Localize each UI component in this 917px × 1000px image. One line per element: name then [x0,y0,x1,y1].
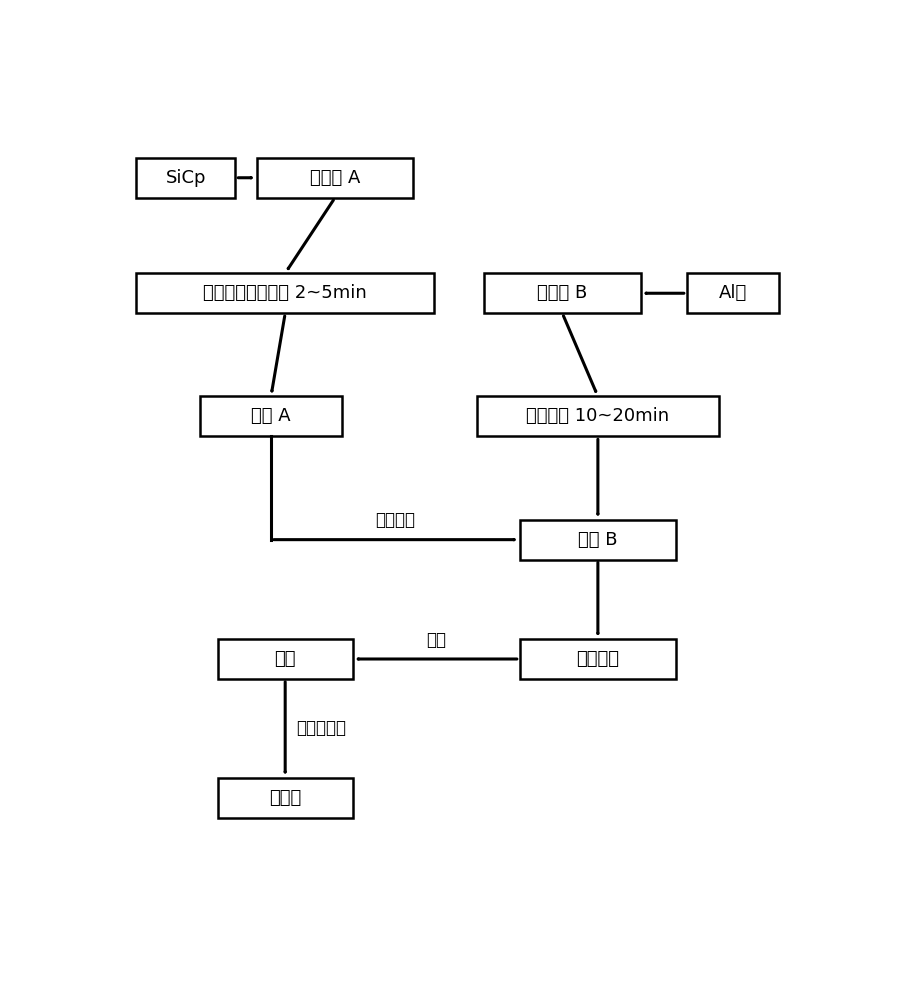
FancyBboxPatch shape [136,158,236,198]
FancyBboxPatch shape [484,273,640,313]
FancyBboxPatch shape [257,158,414,198]
FancyBboxPatch shape [520,639,676,679]
Text: 浆料 A: 浆料 A [251,407,291,425]
Text: 坯体: 坯体 [274,650,296,668]
Text: 复合浆料: 复合浆料 [577,650,619,668]
FancyBboxPatch shape [217,639,353,679]
FancyBboxPatch shape [200,396,342,436]
Text: 超声配合机械搅拌 2~5min: 超声配合机械搅拌 2~5min [204,284,367,302]
Text: 多次加入: 多次加入 [375,511,415,529]
Text: 预混液 A: 预混液 A [310,169,360,187]
Text: 干燥、脱脂: 干燥、脱脂 [296,719,346,737]
Text: 凝胶: 凝胶 [426,631,447,649]
Text: 机械搅拌 10~20min: 机械搅拌 10~20min [526,407,669,425]
FancyBboxPatch shape [136,273,435,313]
Text: SiCp: SiCp [165,169,206,187]
Text: 预混液 B: 预混液 B [537,284,588,302]
FancyBboxPatch shape [477,396,719,436]
Text: Al粉: Al粉 [719,284,747,302]
FancyBboxPatch shape [520,520,676,560]
FancyBboxPatch shape [687,273,779,313]
Text: 浆料 B: 浆料 B [578,531,618,549]
Text: 复合粉: 复合粉 [269,789,302,807]
FancyBboxPatch shape [217,778,353,818]
